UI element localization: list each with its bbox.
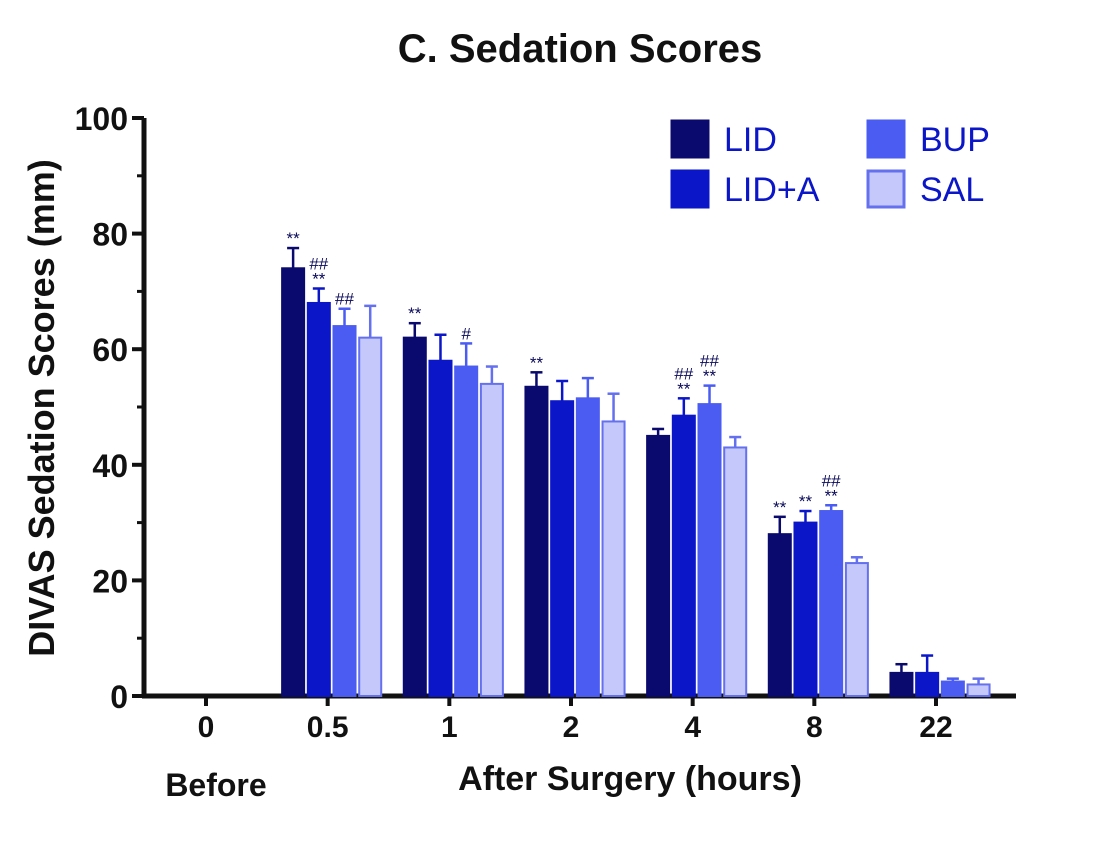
significance-label: ##: [700, 352, 719, 371]
y-tick-label: 60: [92, 332, 128, 368]
significance-label: **: [799, 492, 813, 511]
bar-lid-a: [671, 414, 696, 697]
legend-label: SAL: [920, 171, 984, 209]
significance-label: ##: [335, 290, 354, 309]
bar-bup: [454, 365, 479, 697]
significance-label: **: [530, 353, 544, 372]
significance-label: **: [286, 229, 300, 248]
x-axis-label: After Surgery (hours): [458, 760, 802, 798]
x-tick-label: 2: [563, 711, 580, 744]
x-tick-label: 8: [806, 711, 823, 744]
bar-bup: [575, 397, 600, 697]
bar-lid: [767, 533, 792, 697]
significance-label: **: [677, 379, 691, 398]
y-tick-label: 20: [92, 563, 128, 599]
bar-lid-a: [915, 671, 940, 698]
bar-lid-a: [428, 359, 453, 697]
legend-label: LID+A: [724, 171, 820, 209]
y-tick-label: 100: [75, 101, 128, 137]
legend-swatch: [866, 169, 906, 209]
y-tick-label: 80: [92, 217, 128, 253]
legend-swatch: [866, 119, 906, 159]
bar-lid: [889, 671, 914, 698]
legend-swatch: [670, 119, 710, 159]
x-tick-label: 1: [441, 711, 458, 744]
bar-sal: [966, 683, 991, 698]
bar-bup: [819, 510, 844, 698]
bar-lid: [524, 385, 549, 697]
bar-sal: [358, 336, 383, 697]
bar-lid-a: [793, 521, 818, 697]
bar-lid-a: [550, 400, 575, 697]
before-label: Before: [165, 767, 266, 803]
x-tick-label: 22: [919, 711, 952, 744]
bar-lid: [402, 336, 427, 697]
y-tick-label: 0: [110, 679, 128, 715]
bar-sal: [723, 446, 748, 697]
legend-swatch: [670, 169, 710, 209]
significance-label: ##: [674, 364, 693, 383]
chart-title: C. Sedation Scores: [398, 27, 763, 71]
significance-label: **: [773, 498, 787, 517]
bar-lid: [646, 434, 671, 697]
bar-bup: [332, 325, 357, 697]
bar-sal: [844, 562, 869, 697]
x-tick-label: 4: [684, 711, 701, 744]
x-tick-label: 0: [198, 711, 215, 744]
bar-sal: [601, 420, 626, 697]
y-tick-label: 40: [92, 448, 128, 484]
significance-label: **: [408, 304, 422, 323]
legend-label: BUP: [920, 121, 990, 159]
significance-label: **: [312, 270, 326, 289]
bar-bup: [697, 403, 722, 697]
significance-label: #: [461, 324, 471, 343]
significance-label: **: [703, 367, 717, 386]
significance-label: ##: [822, 471, 841, 490]
y-axis-label: DIVAS Sedation Scores (mm): [21, 159, 62, 656]
bar-bup: [940, 680, 965, 697]
x-tick-label: 0.5: [307, 711, 349, 744]
bar-lid-a: [306, 301, 331, 697]
significance-label: ##: [309, 255, 328, 274]
bar-sal: [479, 382, 504, 697]
significance-label: **: [825, 486, 839, 505]
legend-label: LID: [724, 121, 777, 159]
bar-lid: [281, 267, 306, 697]
